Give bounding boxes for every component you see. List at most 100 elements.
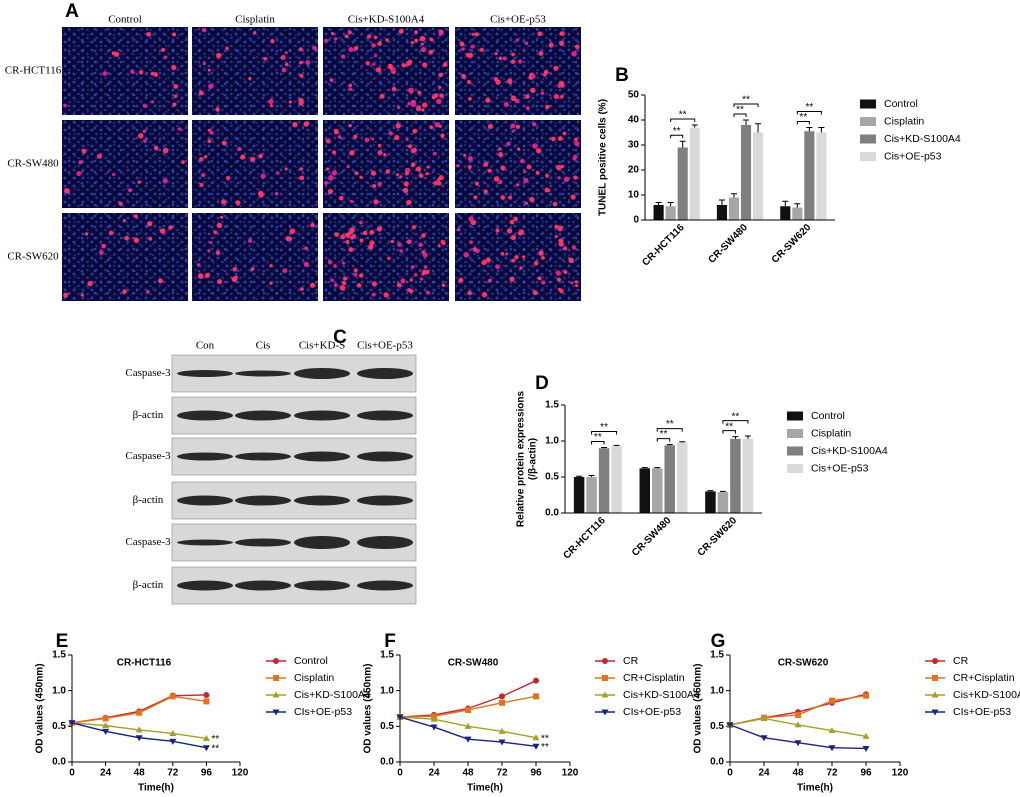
apoptotic-cell (420, 42, 424, 46)
marker (430, 715, 438, 722)
x-tick-label: 48 (134, 768, 146, 779)
row-label: CR-SW620 (7, 251, 59, 263)
apoptotic-cell (168, 225, 173, 230)
apoptotic-cell (475, 249, 480, 254)
band (177, 370, 233, 377)
apoptotic-cell (562, 131, 567, 136)
apoptotic-cell (370, 170, 376, 176)
y-tick-label: 0.5 (380, 721, 394, 732)
apoptotic-cell (420, 46, 427, 53)
error-bar (655, 202, 662, 205)
apoptotic-cell (324, 181, 329, 186)
legend-swatch (787, 464, 803, 473)
apoptotic-cell (511, 129, 515, 133)
apoptotic-cell (133, 214, 138, 219)
apoptotic-cell (541, 280, 546, 285)
apoptotic-cell (374, 54, 378, 58)
apoptotic-cell (345, 239, 350, 245)
apoptotic-cell (422, 62, 428, 68)
apoptotic-cell (98, 250, 104, 255)
apoptotic-cell (470, 44, 475, 49)
apoptotic-cell (153, 145, 159, 151)
x-tick-label: 96 (201, 768, 213, 779)
apoptotic-cell (368, 244, 374, 250)
apoptotic-cell (463, 251, 469, 258)
bar (676, 442, 688, 513)
y-axis-label: TUNEL positive cells (%) (598, 99, 609, 216)
apoptotic-cell (407, 101, 411, 106)
apoptotic-cell (510, 59, 516, 64)
micrograph (455, 27, 581, 115)
y-tick-label: 1.5 (380, 650, 394, 661)
blot-label: Caspase-3 (125, 367, 171, 379)
apoptotic-cell (217, 279, 223, 285)
apoptotic-cell (422, 102, 428, 108)
marker (169, 693, 176, 700)
apoptotic-cell (162, 147, 169, 154)
lane-label: Cis+KD-S (299, 340, 346, 352)
marker (499, 699, 505, 706)
apoptotic-cell (349, 150, 355, 156)
apoptotic-cell (130, 69, 135, 74)
apoptotic-cell (557, 136, 563, 142)
apoptotic-cell (87, 280, 93, 287)
bar (728, 197, 740, 220)
micrograph (62, 120, 188, 208)
apoptotic-cell (172, 102, 177, 107)
significance-bracket (722, 420, 749, 424)
apoptotic-cell (519, 229, 525, 235)
apoptotic-cell (516, 147, 521, 151)
band (294, 451, 350, 462)
y-tick-label: 1.5 (545, 400, 559, 411)
apoptotic-cell (158, 278, 163, 284)
apoptotic-cell (371, 292, 376, 297)
apoptotic-cell (414, 38, 419, 43)
marker (203, 698, 210, 705)
error-bar (743, 119, 750, 125)
apoptotic-cell (410, 41, 415, 45)
significance-label: ** (736, 105, 744, 116)
apoptotic-cell (111, 51, 116, 56)
blot-label: β-actin (133, 579, 164, 591)
micrograph (323, 213, 449, 301)
apoptotic-cell (533, 260, 539, 266)
error-bar (576, 475, 583, 477)
apoptotic-cell (200, 173, 206, 178)
apoptotic-cell (509, 276, 515, 282)
apoptotic-cell (406, 199, 412, 206)
row-label: CR-SW480 (7, 158, 59, 170)
apoptotic-cell (213, 230, 218, 235)
apoptotic-cell (226, 175, 230, 180)
apoptotic-cell (122, 219, 127, 223)
lane-label: Cis+OE-p53 (357, 340, 413, 352)
nuclei (192, 27, 318, 115)
y-tick-label: 1.5 (52, 650, 66, 661)
apoptotic-cell (428, 49, 434, 55)
apoptotic-cell (516, 183, 520, 187)
apoptotic-cell (468, 216, 474, 222)
apoptotic-cell (348, 46, 354, 53)
y-tick-label: 1.0 (710, 685, 724, 696)
marker (794, 721, 802, 728)
x-tick-label: 120 (892, 768, 909, 779)
apoptotic-cell (412, 147, 417, 153)
marker (829, 697, 835, 704)
apoptotic-cell (575, 284, 579, 288)
y-tick-label: 20 (628, 165, 640, 176)
marker (794, 740, 802, 747)
apoptotic-cell (340, 54, 346, 59)
error-bar (601, 446, 608, 449)
significance-label: ** (594, 432, 602, 443)
apoptotic-cell (519, 266, 523, 270)
apoptotic-cell (466, 79, 471, 85)
apoptotic-cell (248, 76, 252, 81)
significance-label: ** (679, 110, 687, 121)
apoptotic-cell (250, 267, 255, 271)
apoptotic-cell (425, 172, 429, 176)
apoptotic-cell (284, 167, 288, 171)
significance-label: ** (211, 734, 219, 745)
marker (532, 734, 540, 741)
apoptotic-cell (202, 61, 207, 66)
significance-label: ** (660, 429, 668, 440)
apoptotic-cell (299, 175, 305, 181)
